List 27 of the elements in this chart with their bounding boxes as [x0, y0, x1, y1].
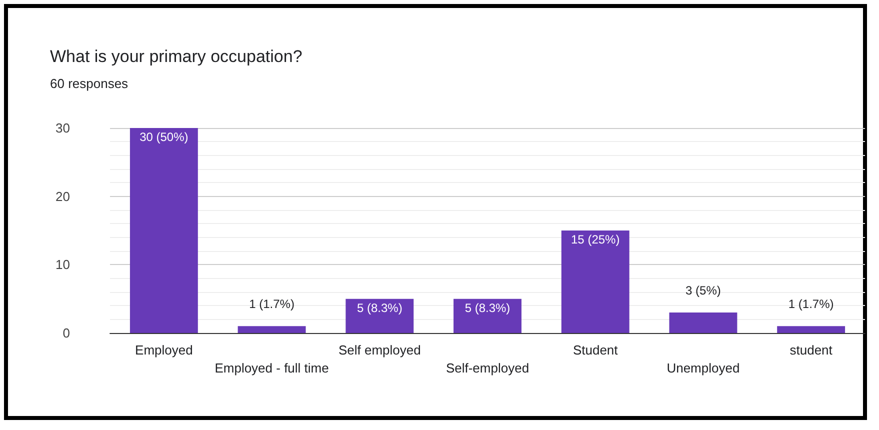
bar: [777, 326, 846, 333]
x-tick-label: Employed: [135, 342, 193, 358]
x-tick-label: Student: [572, 342, 618, 358]
y-tick-label: 0: [62, 326, 70, 340]
x-tick-label: Self employed: [338, 342, 421, 358]
data-label: 5 (8.3%): [464, 300, 510, 315]
bar: [238, 326, 306, 333]
chart-subtitle: 60 responses: [50, 76, 128, 91]
data-label: 1 (1.7%): [788, 297, 834, 312]
y-tick-label: 20: [56, 188, 70, 204]
chart-title: What is your primary occupation?: [50, 47, 302, 67]
data-label: 3 (5%): [686, 284, 721, 298]
data-label: 5 (8.3%): [356, 300, 402, 315]
x-tick-label: Unemployed: [666, 360, 740, 376]
bar: [130, 128, 198, 333]
bar: [561, 230, 630, 333]
bar: [346, 298, 414, 333]
y-tick-label: 30: [56, 120, 70, 136]
x-tick-label: student: [790, 342, 833, 358]
data-label: 1 (1.7%): [249, 297, 294, 312]
data-label: 15 (25%): [571, 232, 620, 246]
x-tick-label: Self-employed: [446, 360, 530, 376]
x-tick-label: Employed - full time: [214, 360, 329, 376]
data-label: 30 (50%): [140, 130, 188, 144]
y-tick-label: 10: [56, 257, 70, 272]
bar: [669, 312, 738, 333]
bar: [454, 298, 522, 333]
